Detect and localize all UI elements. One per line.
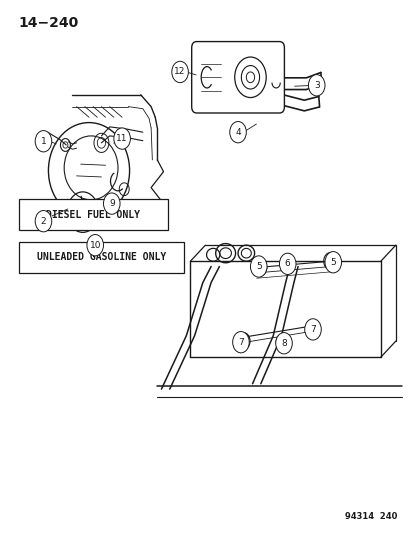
Circle shape [232, 332, 249, 353]
Text: UNLEADED GASOLINE ONLY: UNLEADED GASOLINE ONLY [37, 253, 166, 262]
Circle shape [35, 131, 52, 152]
Circle shape [35, 211, 52, 232]
Circle shape [308, 75, 324, 96]
Text: DIESEL FUEL ONLY: DIESEL FUEL ONLY [46, 210, 140, 220]
Text: 4: 4 [235, 128, 240, 136]
Circle shape [304, 319, 320, 340]
FancyBboxPatch shape [19, 242, 184, 273]
Text: 7: 7 [309, 325, 315, 334]
FancyBboxPatch shape [19, 199, 167, 230]
Text: 5: 5 [330, 258, 335, 266]
Circle shape [275, 333, 292, 354]
Text: 11: 11 [116, 134, 128, 143]
Circle shape [103, 193, 120, 214]
Text: 2: 2 [40, 217, 46, 225]
FancyBboxPatch shape [191, 42, 284, 113]
Circle shape [250, 256, 266, 277]
Text: 12: 12 [174, 68, 185, 76]
Circle shape [324, 252, 341, 273]
Circle shape [114, 128, 130, 149]
Text: 94314  240: 94314 240 [344, 512, 396, 521]
Text: 9: 9 [109, 199, 114, 208]
Text: 14−240: 14−240 [19, 16, 79, 30]
Text: 3: 3 [313, 81, 319, 90]
Text: 6: 6 [284, 260, 290, 268]
Text: 7: 7 [237, 338, 243, 346]
Text: 8: 8 [280, 339, 286, 348]
Text: 10: 10 [89, 241, 101, 249]
Circle shape [87, 235, 103, 256]
Text: 5: 5 [255, 262, 261, 271]
Circle shape [229, 122, 246, 143]
Text: 1: 1 [40, 137, 46, 146]
Circle shape [171, 61, 188, 83]
Circle shape [279, 253, 295, 274]
